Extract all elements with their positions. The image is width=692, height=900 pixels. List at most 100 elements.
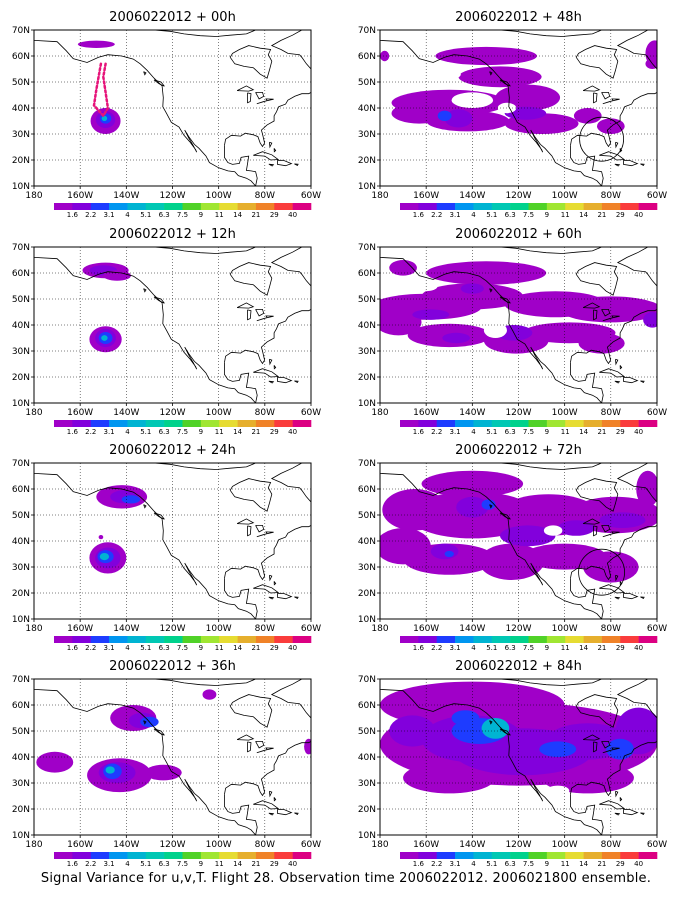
graticule [380,247,657,403]
y-tick-label: 60N [358,52,376,62]
colorbar-label: 40 [288,644,297,652]
y-tick-label: 10N [358,182,376,192]
y-tick-label: 60N [358,485,376,495]
colorbar-label: 29 [616,860,625,868]
variance-field [380,40,657,134]
colorbar-swatch [583,852,603,859]
colorbar-swatch [418,636,438,643]
colorbar-label: 2.2 [431,860,442,868]
colorbar-swatch [145,420,165,427]
colorbar-label: 40 [288,428,297,436]
y-tick-label: 10N [12,182,30,192]
colorbar-label: 7.5 [177,860,188,868]
colorbar-swatch [455,203,474,210]
colorbar-label: 9 [199,644,203,652]
low-variance-gap [437,69,461,80]
colorbar-swatch [455,852,474,859]
map-panel: 2006022012 + 48h 180 160W 140W 120W 100W 80W 60… [358,10,667,219]
colorbar-label: 14 [579,644,588,652]
colorbar-swatch [583,420,603,427]
colorbar-label: 14 [579,428,588,436]
colorbar-swatch [583,636,603,643]
colorbar-swatch [436,636,456,643]
variance-contour [578,332,625,354]
x-tick-label: 160W [67,624,93,634]
colorbar: 1.6 2.2 3.1 4 5.1 6.3 7.5 9 11 14 21 29 40 [54,420,312,436]
y-tick-label: 20N [12,805,30,815]
colorbar-label: 21 [597,211,606,219]
x-tick-label: 160W [413,624,439,634]
colorbar-label: 6.3 [505,211,516,219]
colorbar: 1.6 2.2 3.1 4 5.1 6.3 7.5 9 11 14 21 29 40 [54,636,312,652]
target-circle [578,548,625,596]
variance-contour [389,715,436,747]
colorbar-swatch [601,203,621,210]
colorbar-label: 7.5 [177,211,188,219]
variance-contour [645,58,657,69]
x-tick-label: 140W [113,408,139,418]
colorbar-label: 14 [233,211,242,219]
y-tick-label: 30N [358,563,376,573]
colorbar-label: 40 [634,428,643,436]
colorbar-swatch [182,420,202,427]
map-panel: 2006022012 + 00h 180 160W 140W 120W 100W 80W 60… [12,10,321,219]
colorbar-label: 1.6 [413,644,425,652]
colorbar-swatch [90,636,110,643]
colorbar-swatch [418,420,438,427]
graticule [34,30,311,186]
y-tick-label: 50N [358,78,376,88]
colorbar-swatch [491,852,511,859]
colorbar-label: 4 [471,860,476,868]
colorbar-swatch [255,852,275,859]
colorbar-label: 4 [471,644,476,652]
colorbar-swatch [491,420,511,427]
y-tick-label: 70N [12,459,30,469]
colorbar-label: 4 [471,211,476,219]
colorbar-swatch [400,420,419,427]
colorbar-swatch [127,852,147,859]
y-tick-label: 10N [358,399,376,409]
x-tick-label: 180 [371,408,388,418]
map-panel: 2006022012 + 24h 180 160W 140W 120W 100W 80W 60… [12,443,321,652]
variance-contour [573,108,602,124]
colorbar-label: 2.2 [431,644,442,652]
y-tick-label: 20N [358,805,376,815]
colorbar-label: 3.1 [450,211,461,219]
y-tick-label: 70N [358,243,376,253]
colorbar-swatch [565,420,584,427]
colorbar-label: 9 [199,211,203,219]
colorbar-swatch [583,203,603,210]
colorbar-label: 21 [597,428,606,436]
colorbar-swatch [292,636,312,643]
colorbar-swatch [473,852,493,859]
y-tick-label: 20N [358,156,376,166]
graticule [34,247,311,403]
colorbar-label: 29 [270,428,279,436]
colorbar-swatch [219,636,238,643]
colorbar-label: 7.5 [177,428,188,436]
panel-title: 2006022012 + 84h [455,659,582,674]
variance-contour [101,115,108,121]
coastlines [380,30,657,186]
x-tick-label: 120W [159,408,185,418]
variance-contour [389,260,417,276]
variance-contour [380,309,422,336]
colorbar-swatch [620,852,639,859]
x-tick-label: 160W [413,191,439,201]
variance-contour [451,710,480,726]
y-tick-label: 40N [12,753,30,763]
panel-title: 2006022012 + 36h [109,659,236,674]
colorbar-label: 1.6 [67,860,79,868]
colorbar-label: 6.3 [159,211,170,219]
colorbar-swatch [219,852,238,859]
variance-contour [606,738,634,760]
y-tick-label: 50N [12,78,30,88]
colorbar-swatch [127,636,147,643]
x-tick-label: 140W [113,191,139,201]
colorbar-swatch [491,636,511,643]
colorbar-label: 7.5 [523,428,534,436]
colorbar-label: 2.2 [85,860,96,868]
x-tick-label: 80W [601,191,621,201]
variance-field [380,681,657,796]
colorbar-swatch [54,852,73,859]
